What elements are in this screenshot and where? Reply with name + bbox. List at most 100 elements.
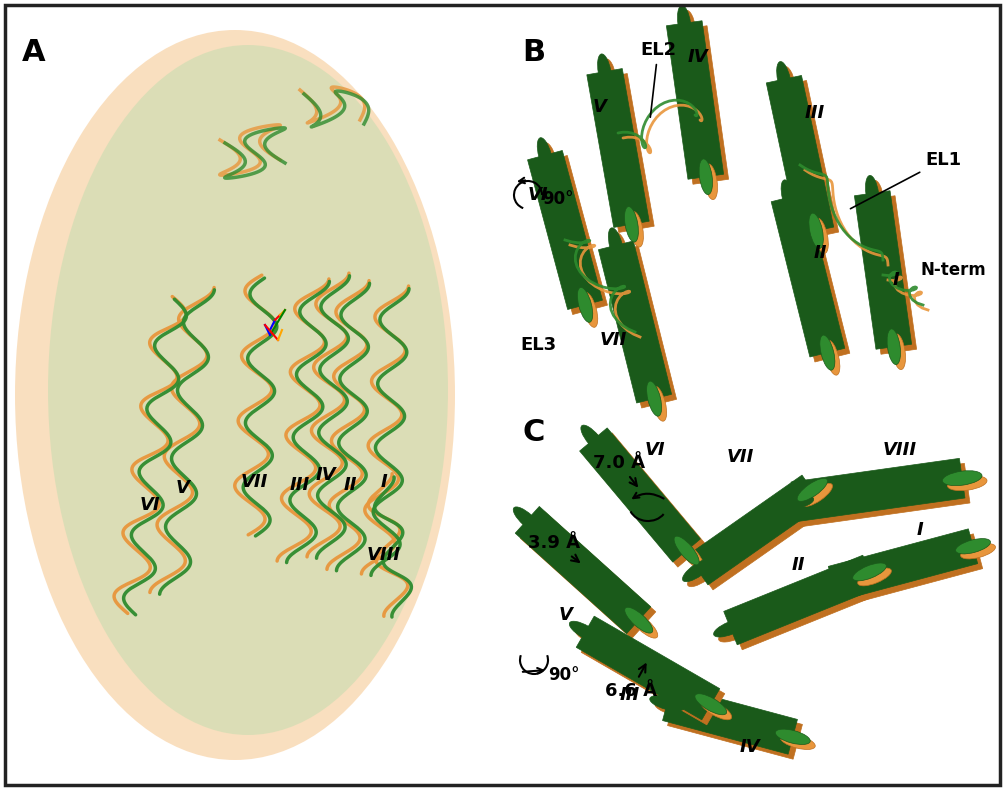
Text: VI: VI (140, 496, 161, 514)
Ellipse shape (514, 507, 542, 532)
Ellipse shape (654, 701, 689, 716)
Ellipse shape (820, 581, 855, 596)
Ellipse shape (857, 568, 891, 586)
Ellipse shape (802, 483, 832, 506)
Ellipse shape (578, 288, 593, 322)
Ellipse shape (777, 62, 791, 97)
Polygon shape (729, 560, 881, 650)
Ellipse shape (570, 221, 587, 265)
Ellipse shape (586, 430, 611, 459)
Polygon shape (587, 69, 649, 228)
Ellipse shape (598, 54, 611, 89)
Polygon shape (833, 534, 983, 606)
Text: V: V (593, 98, 607, 116)
Ellipse shape (894, 570, 938, 586)
Text: EL3: EL3 (520, 336, 556, 354)
Text: III: III (620, 686, 640, 704)
Text: VII: VII (727, 448, 754, 466)
Ellipse shape (625, 608, 653, 633)
Ellipse shape (641, 668, 680, 694)
Ellipse shape (565, 216, 582, 260)
Ellipse shape (574, 626, 606, 647)
Ellipse shape (538, 137, 553, 172)
Text: 90°: 90° (542, 190, 574, 208)
Ellipse shape (682, 10, 695, 46)
Text: VII: VII (240, 473, 267, 491)
Ellipse shape (948, 476, 987, 491)
Ellipse shape (635, 308, 651, 352)
Ellipse shape (15, 30, 455, 760)
Ellipse shape (889, 565, 933, 581)
Ellipse shape (808, 261, 824, 305)
Ellipse shape (543, 143, 558, 178)
Text: V: V (559, 606, 573, 624)
Polygon shape (592, 73, 654, 232)
Polygon shape (771, 81, 839, 239)
Ellipse shape (943, 471, 982, 486)
Ellipse shape (800, 141, 816, 185)
Ellipse shape (677, 6, 690, 41)
Ellipse shape (961, 544, 996, 559)
Ellipse shape (682, 559, 713, 581)
Ellipse shape (781, 180, 796, 215)
Text: III: III (289, 476, 311, 494)
Ellipse shape (48, 45, 448, 735)
Ellipse shape (646, 381, 661, 416)
Polygon shape (585, 433, 706, 567)
Polygon shape (796, 464, 970, 527)
Ellipse shape (722, 724, 765, 742)
Ellipse shape (636, 664, 675, 689)
Ellipse shape (651, 386, 666, 421)
Ellipse shape (779, 499, 819, 514)
Ellipse shape (852, 563, 886, 581)
Ellipse shape (624, 206, 638, 242)
Ellipse shape (633, 485, 663, 521)
Text: VI: VI (528, 186, 549, 204)
Polygon shape (667, 690, 802, 759)
Polygon shape (580, 428, 700, 562)
Polygon shape (528, 150, 602, 310)
Ellipse shape (865, 175, 879, 211)
Ellipse shape (650, 695, 684, 711)
Polygon shape (516, 506, 651, 634)
Polygon shape (687, 475, 823, 585)
Ellipse shape (701, 91, 715, 135)
Text: I: I (917, 521, 924, 539)
Text: III: III (805, 104, 825, 122)
Ellipse shape (825, 340, 840, 375)
Ellipse shape (581, 425, 606, 453)
Polygon shape (776, 198, 850, 362)
Ellipse shape (608, 228, 623, 263)
Text: A: A (22, 38, 45, 67)
Ellipse shape (705, 164, 718, 200)
Ellipse shape (640, 313, 656, 357)
Text: 6.6 Å: 6.6 Å (605, 664, 657, 700)
Ellipse shape (792, 603, 834, 623)
Ellipse shape (624, 139, 638, 183)
Text: EL1: EL1 (850, 151, 961, 209)
Ellipse shape (696, 85, 710, 130)
Ellipse shape (884, 256, 898, 300)
Ellipse shape (815, 576, 850, 592)
Polygon shape (771, 193, 845, 357)
Ellipse shape (699, 698, 732, 720)
Ellipse shape (797, 478, 827, 502)
Ellipse shape (782, 66, 796, 102)
Polygon shape (581, 621, 725, 725)
Ellipse shape (866, 495, 916, 511)
Ellipse shape (699, 159, 713, 194)
Polygon shape (603, 246, 676, 408)
Polygon shape (671, 26, 729, 184)
Ellipse shape (694, 694, 727, 715)
Ellipse shape (719, 624, 753, 642)
Text: II: II (813, 244, 827, 262)
Text: II: II (791, 556, 805, 574)
Ellipse shape (820, 335, 835, 371)
Ellipse shape (809, 213, 823, 249)
Text: 7.0 Å: 7.0 Å (593, 454, 645, 486)
Ellipse shape (687, 563, 718, 587)
Ellipse shape (630, 612, 657, 638)
Text: 3.9 Å: 3.9 Å (528, 534, 580, 562)
Text: V: V (176, 479, 190, 497)
Polygon shape (766, 76, 834, 235)
